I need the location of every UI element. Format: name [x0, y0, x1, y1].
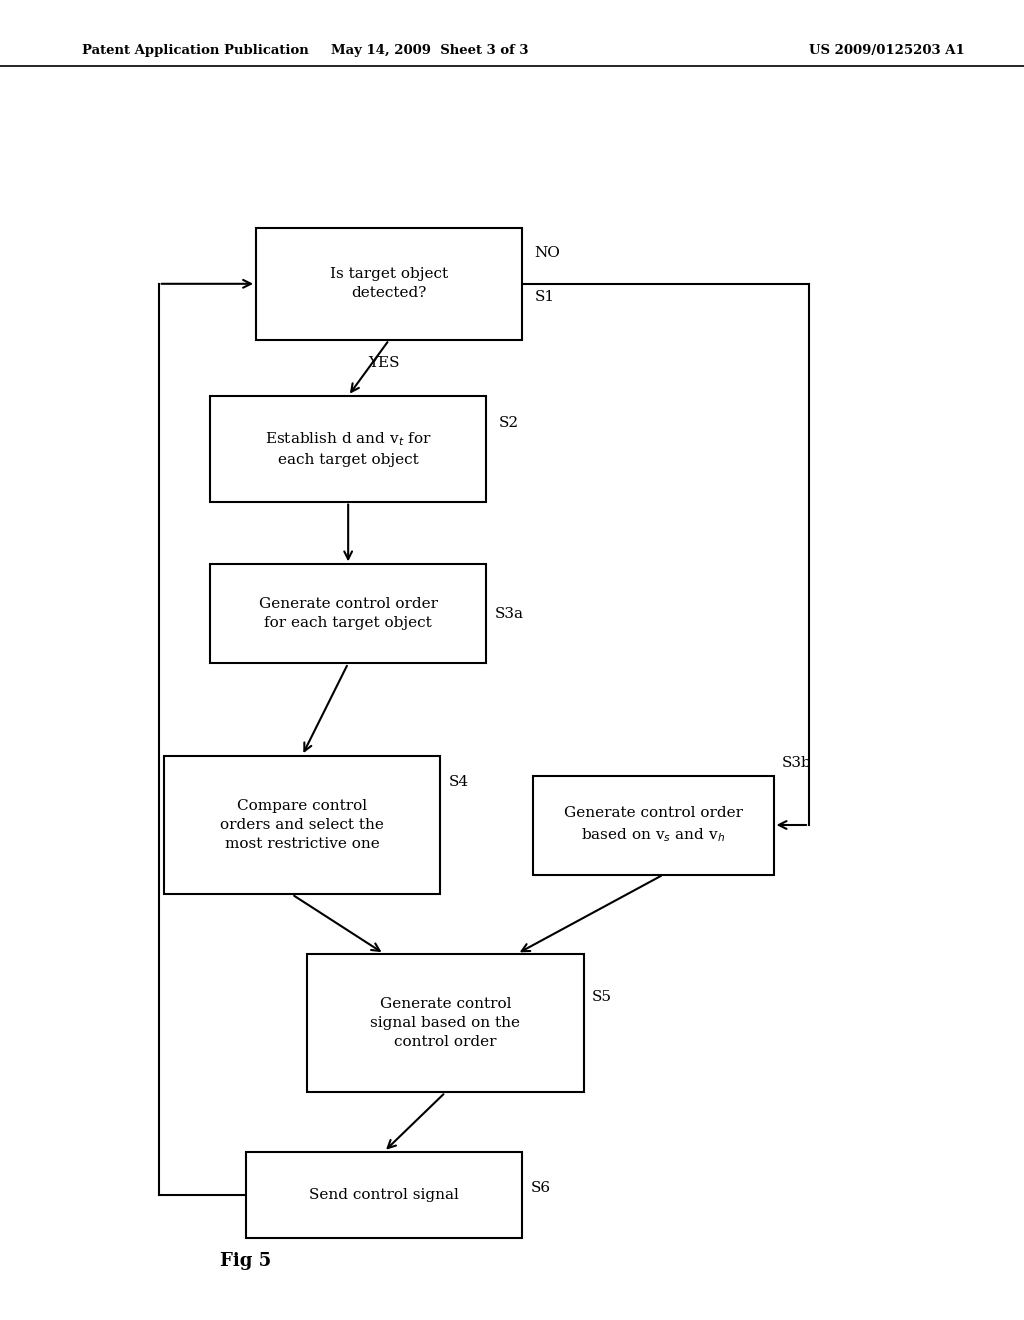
Bar [210, 396, 486, 502]
Text: S2: S2 [499, 416, 519, 430]
Text: Establish d and v$_t$ for
each target object: Establish d and v$_t$ for each target ob… [265, 430, 431, 467]
Text: S3a: S3a [495, 607, 523, 622]
Text: NO: NO [535, 246, 560, 260]
Text: Patent Application Publication: Patent Application Publication [82, 44, 308, 57]
Text: US 2009/0125203 A1: US 2009/0125203 A1 [809, 44, 965, 57]
Bar [164, 755, 440, 895]
Text: S1: S1 [535, 290, 555, 305]
Bar [246, 1151, 522, 1238]
Bar [210, 565, 486, 663]
Text: YES: YES [369, 355, 399, 370]
Bar [532, 775, 774, 874]
Bar [256, 227, 522, 339]
Text: S4: S4 [449, 775, 469, 789]
Bar [307, 953, 584, 1093]
Text: Generate control
signal based on the
control order: Generate control signal based on the con… [371, 997, 520, 1049]
Text: Generate control order
for each target object: Generate control order for each target o… [259, 598, 437, 630]
Text: Compare control
orders and select the
most restrictive one: Compare control orders and select the mo… [220, 799, 384, 851]
Text: S6: S6 [530, 1181, 551, 1196]
Text: Fig 5: Fig 5 [220, 1251, 271, 1270]
Text: S3b: S3b [782, 756, 812, 771]
Text: Generate control order
based on v$_s$ and v$_h$: Generate control order based on v$_s$ an… [564, 807, 742, 843]
Text: S5: S5 [592, 990, 612, 1005]
Text: Is target object
detected?: Is target object detected? [330, 268, 449, 300]
Text: May 14, 2009  Sheet 3 of 3: May 14, 2009 Sheet 3 of 3 [332, 44, 528, 57]
Text: Send control signal: Send control signal [309, 1188, 459, 1201]
